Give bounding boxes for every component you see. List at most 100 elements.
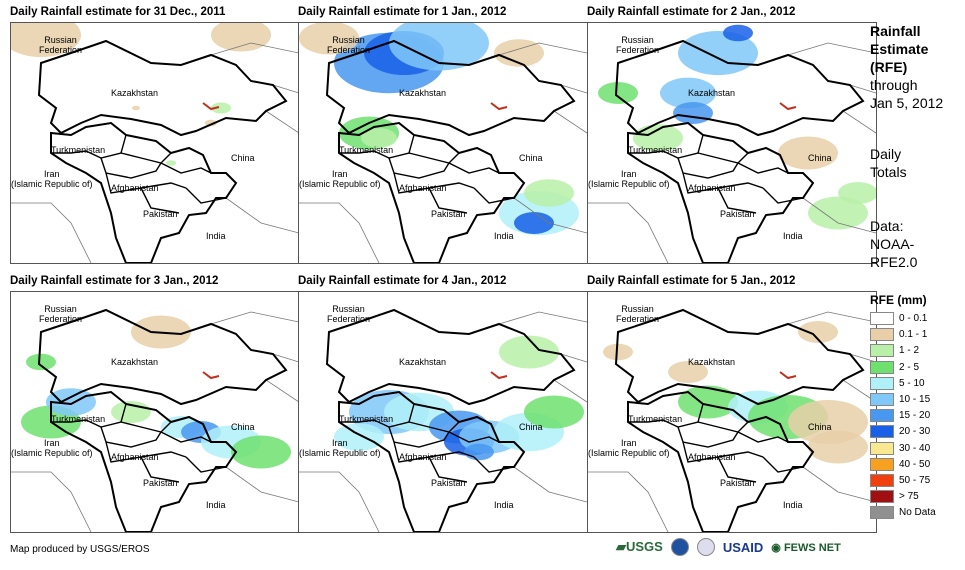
panel-title-4: Daily Rainfall estimate for 3 Jan., 2012 (10, 275, 219, 287)
rain-cell (514, 212, 554, 234)
map-label-india: India (494, 500, 514, 510)
country-border (388, 157, 450, 179)
usgs-logo: ▰USGS (616, 539, 663, 554)
country-border (325, 39, 576, 137)
side-title: Rainfall Estimate (RFE) through Jan 5, 2… (870, 23, 944, 111)
rain-cell (464, 443, 494, 461)
legend-title: RFE (mm) (870, 293, 927, 307)
rain-cell (205, 119, 217, 127)
country-border (473, 187, 515, 204)
rain-cell (132, 105, 140, 111)
country-border (50, 391, 127, 428)
map-panel-6: Russian Federation Kazakhstan Turkmenistan I… (587, 291, 877, 533)
country-border (100, 426, 162, 448)
country-border (717, 187, 757, 214)
map-canvas (11, 23, 299, 263)
map-label-iran: Iran (Islamic Republic of) (11, 169, 93, 189)
map-label-afghanistan: Afghanistan (399, 183, 447, 193)
map-label-turkmenistan: Turkmenistan (628, 145, 683, 155)
rain-cell (660, 77, 716, 109)
legend-item: 15 - 20 (870, 408, 930, 423)
map-canvas (299, 23, 587, 263)
map-label-russia: Russian Federation (616, 304, 660, 324)
legend-item: 30 - 40 (870, 441, 930, 456)
legend-label: > 75 (899, 491, 919, 503)
legend-swatch (870, 409, 894, 423)
rain-cell (723, 24, 753, 42)
legend-item: 5 - 10 (870, 376, 925, 391)
country-border (762, 187, 804, 204)
rain-cell (11, 23, 81, 57)
rain-cell (603, 343, 633, 361)
country-border (428, 187, 468, 214)
panel-title-6: Daily Rainfall estimate for 5 Jan., 2012 (587, 275, 796, 287)
country-border (37, 308, 288, 406)
map-label-china: China (808, 422, 832, 432)
map-label-afghanistan: Afghanistan (111, 452, 159, 462)
map-label-pakistan: Pakistan (431, 209, 466, 219)
legend-label: 50 - 75 (899, 475, 931, 486)
legend-swatch (870, 490, 894, 504)
country-border (747, 416, 803, 443)
legend-item: > 75 (870, 489, 919, 504)
map-label-kazakhstan: Kazakhstan (111, 357, 159, 367)
legend-label: 5 - 10 (899, 377, 925, 389)
legend-swatch (870, 312, 894, 325)
legend-label: 0 - 0.1 (899, 313, 928, 324)
legend-label: 0.1 - 1 (899, 329, 928, 341)
legend-item: 0 - 0.1 (870, 311, 927, 326)
country-border (614, 39, 865, 137)
legend-swatch (870, 457, 894, 471)
map-label-iran: Iran (Islamic Republic of) (588, 438, 670, 458)
map-label-afghanistan: Afghanistan (688, 452, 736, 462)
legend-label: 20 - 30 (899, 426, 931, 438)
map-label-india: India (783, 500, 803, 510)
country-border (120, 403, 173, 433)
map-label-turkmenistan: Turkmenistan (51, 414, 106, 424)
legend-item: 0.1 - 1 (870, 327, 927, 342)
map-label-turkmenistan: Turkmenistan (628, 414, 683, 424)
legend-label: 30 - 40 (899, 442, 931, 454)
legend-label: 15 - 20 (899, 410, 931, 422)
map-label-kazakhstan: Kazakhstan (111, 88, 159, 98)
map-label-iran: Iran (Islamic Republic of) (11, 438, 93, 458)
legend-label: 40 - 50 (899, 458, 931, 470)
rain-cell (798, 321, 838, 343)
map-panel-2: Russian Federation Kazakhstan Turkmenistan I… (298, 22, 588, 264)
legend-swatch (870, 376, 894, 390)
rain-cell (678, 385, 738, 419)
map-label-turkmenistan: Turkmenistan (339, 414, 394, 424)
map-canvas (588, 24, 876, 263)
country-border (408, 134, 461, 164)
country-border (428, 456, 468, 483)
map-label-pakistan: Pakistan (431, 478, 466, 488)
rain-cell (361, 128, 397, 148)
map-label-pakistan: Pakistan (143, 209, 178, 219)
country-border (140, 456, 180, 483)
map-label-india: India (206, 500, 226, 510)
logo-bar: ▰USGS USAID ◉ FEWS NET (616, 538, 841, 556)
map-label-afghanistan: Afghanistan (688, 183, 736, 193)
rain-cell (211, 102, 231, 114)
rain-cell (26, 353, 56, 371)
footer-credit: Map produced by USGS/EROS (10, 544, 150, 555)
map-canvas (299, 308, 587, 532)
usaid-logo: USAID (722, 539, 764, 555)
map-canvas (588, 308, 876, 532)
map-label-india: India (494, 231, 514, 241)
rain-cell (838, 182, 876, 204)
country-border (697, 403, 750, 433)
map-label-russia: Russian Federation (327, 304, 371, 324)
map-label-kazakhstan: Kazakhstan (688, 357, 736, 367)
map-label-pakistan: Pakistan (720, 209, 755, 219)
map-label-iran: Iran (Islamic Republic of) (299, 169, 381, 189)
country-border (160, 162, 212, 174)
map-label-russia: Russian Federation (39, 304, 83, 324)
country-border (185, 456, 227, 473)
country-border (37, 39, 288, 137)
rain-cell (499, 335, 559, 369)
rain-cell (46, 388, 96, 416)
rain-cell (808, 196, 868, 230)
side-daily-totals: Daily Totals (870, 146, 907, 180)
legend-swatch (870, 441, 894, 455)
